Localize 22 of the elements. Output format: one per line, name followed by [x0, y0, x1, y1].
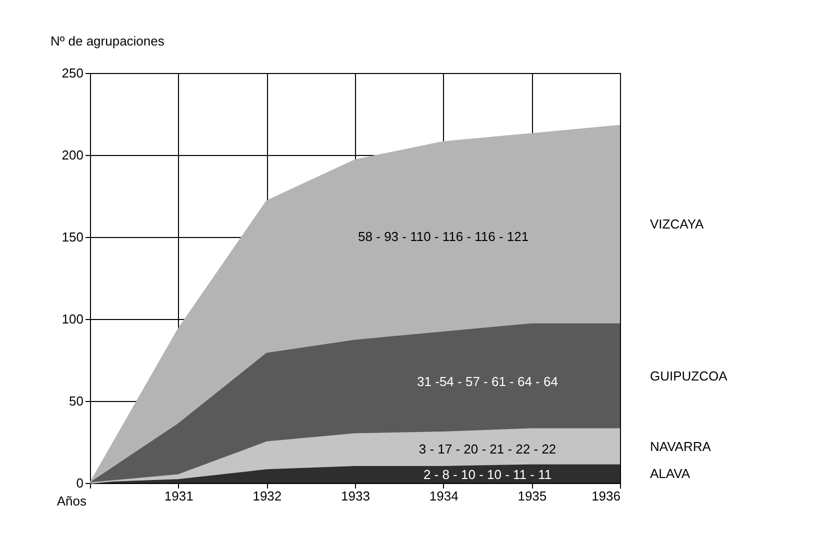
x-tick-label: 1935	[518, 488, 547, 504]
annotation: 58 - 93 - 110 - 116 - 116 - 121	[358, 229, 529, 244]
y-tick-label: 250	[62, 66, 84, 80]
y-tick-label: 200	[62, 148, 84, 162]
y-tick-label: 100	[62, 312, 84, 326]
y-tick-label: 150	[62, 230, 84, 244]
y-tick-label: 0	[76, 476, 84, 490]
y-axis-title: Nº de agrupaciones	[50, 34, 165, 48]
text: NAVARRA	[650, 438, 712, 454]
annotation: 2 - 8 - 10 - 10 - 11 - 11	[423, 466, 552, 482]
x-axis-title: Años	[56, 494, 87, 508]
text: GUIPUZCOA	[650, 368, 728, 384]
x-tick-label: 1933	[341, 488, 370, 504]
x-tick-label: 1934	[429, 488, 458, 504]
y-tick-label: 50	[69, 394, 84, 408]
x-tick-label: 1931	[164, 488, 194, 504]
annotation: 31 -54 - 57 - 61 - 64 - 64	[417, 374, 558, 390]
x-tick-label: 1932	[252, 488, 282, 504]
x-tick-label: 1936	[592, 488, 620, 504]
text: VIZCAYA	[650, 216, 704, 232]
annotation: 3 - 17 - 20 - 21 - 22 - 22	[418, 441, 556, 456]
text: ALAVA	[650, 466, 690, 481]
